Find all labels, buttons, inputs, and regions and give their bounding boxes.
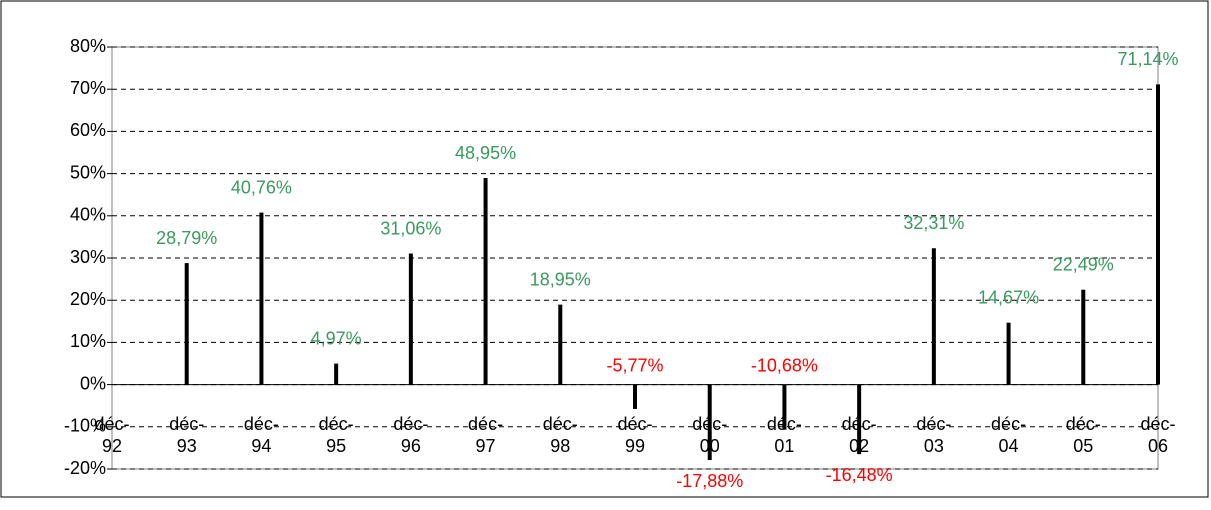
y-tick-label: -10% (64, 416, 106, 436)
y-tick-label: 30% (70, 247, 106, 267)
value-label: 14,67% (978, 287, 1039, 307)
bar (1081, 289, 1086, 385)
value-label: 71,14% (1117, 49, 1178, 69)
y-tick-label: 20% (70, 289, 106, 309)
bar (633, 384, 637, 409)
bar (558, 304, 563, 385)
bar (184, 263, 189, 385)
y-tick-label: 80% (70, 36, 106, 56)
value-label: 40,76% (231, 177, 292, 197)
x-tick-label: déc-96 (393, 413, 429, 456)
value-label: -17,88% (676, 471, 743, 491)
bar (334, 363, 339, 385)
x-tick-label: déc-02 (841, 413, 877, 456)
x-tick-label: déc-03 (916, 413, 952, 456)
value-label: 31,06% (380, 218, 441, 238)
value-label: -16,48% (826, 465, 893, 485)
bar (259, 212, 264, 385)
y-tick-label: 0% (80, 373, 106, 393)
value-label: 22,49% (1053, 254, 1114, 274)
x-tick-label: déc-01 (766, 413, 802, 456)
bar (931, 248, 936, 385)
y-tick-label: 10% (70, 331, 106, 351)
value-label: 18,95% (530, 269, 591, 289)
bar (483, 178, 488, 385)
value-label: -10,68% (751, 355, 818, 375)
y-tick-label: 40% (70, 205, 106, 225)
bar (782, 384, 787, 430)
x-tick-label: déc-00 (692, 413, 728, 456)
x-tick-label: déc-98 (542, 413, 578, 456)
bar (1006, 322, 1011, 385)
x-tick-label: déc-05 (1065, 413, 1101, 456)
frame (0, 0, 1209, 498)
x-tick-label: déc-06 (1140, 413, 1176, 456)
x-tick-label: déc-92 (94, 413, 130, 456)
x-tick-label: déc-95 (318, 413, 354, 456)
value-label: 48,95% (455, 143, 516, 163)
value-label: -5,77% (606, 355, 663, 375)
x-tick-label: déc-94 (243, 413, 279, 456)
value-label: 28,79% (156, 228, 217, 248)
x-tick-label: déc-99 (617, 413, 653, 456)
y-tick-label: 60% (70, 120, 106, 140)
y-tick-label: -20% (64, 458, 106, 478)
y-tick-label: 50% (70, 162, 106, 182)
bar (857, 384, 862, 455)
x-tick-label: déc-97 (468, 413, 504, 456)
value-label: 32,31% (903, 213, 964, 233)
bar (408, 253, 413, 385)
y-tick-label: 70% (70, 78, 106, 98)
bar (1156, 84, 1160, 385)
value-label: 4,97% (311, 328, 362, 348)
bar (707, 384, 712, 461)
x-tick-label: déc-93 (169, 413, 205, 456)
x-tick-label: déc-04 (991, 413, 1027, 456)
